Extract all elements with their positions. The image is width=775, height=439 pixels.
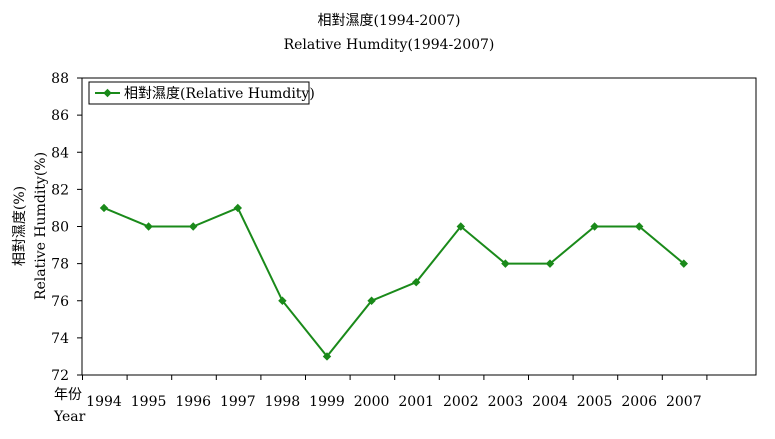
y-tick-label: 84 [51,145,69,161]
data-point-1999 [322,352,332,361]
x-tick-label: 2000 [354,394,390,410]
data-point-1997 [233,203,243,213]
x-tick-label: 2007 [666,394,702,410]
x-tick-label: 1994 [86,394,122,410]
chart-subtitle: Relative Humdity(1994-2007) [284,37,495,53]
y-axis-label-zh: 相對濕度(%) [12,186,28,266]
data-point-2006 [634,222,644,231]
x-tick-label: 2005 [577,394,613,410]
legend-box [88,81,310,105]
y-tick-label: 74 [51,331,69,347]
data-point-2007 [679,259,689,268]
x-tick-label: 1999 [309,394,345,410]
y-tick-label: 72 [51,368,69,384]
x-tick-label: 1995 [131,394,167,410]
data-point-2002 [456,222,466,231]
y-tick-label: 78 [51,257,69,273]
x-axis-label-en: Year [53,409,86,425]
series-layer [99,203,689,361]
data-point-1995 [144,222,153,231]
data-point-1998 [278,296,287,305]
y-tick-label: 76 [51,294,69,310]
data-point-2003 [501,259,510,268]
data-point-2004 [545,259,555,268]
y-axis-ticks: 72 74 76 78 80 82 84 86 88 [51,71,82,384]
y-tick-label: 88 [51,71,69,87]
x-axis-label-zh: 年份 [54,387,82,403]
x-tick-label: 2001 [398,394,434,410]
data-point-2001 [411,277,421,287]
legend: 相對濕度(Relative Humdity) [88,81,315,105]
y-axis-label-en: Relative Humdity(%) [33,152,49,300]
data-point-1994 [99,203,109,213]
legend-diamond-icon [103,88,112,98]
x-tick-label: 1996 [175,394,211,410]
x-tick-label: 1997 [220,394,256,410]
y-tick-label: 82 [51,182,69,198]
y-tick-label: 86 [51,108,69,124]
x-tick-label: 2006 [621,394,657,410]
relative-humidity-line [103,206,685,359]
x-axis-ticks: 1994 1995 1996 1997 1998 1999 2000 2001 2002 2003… [82,375,708,410]
x-tick-label: 2002 [443,394,479,410]
x-tick-label: 2004 [532,394,568,410]
legend-label: 相對濕度(Relative Humdity) [124,86,315,102]
data-point-2000 [367,296,376,305]
data-point-2005 [590,222,599,231]
y-tick-label: 80 [51,220,69,236]
x-tick-label: 1998 [265,394,301,410]
data-point-1996 [188,222,198,231]
x-tick-label: 2003 [488,394,524,410]
chart-title: 相對濕度(1994-2007) [318,13,461,29]
